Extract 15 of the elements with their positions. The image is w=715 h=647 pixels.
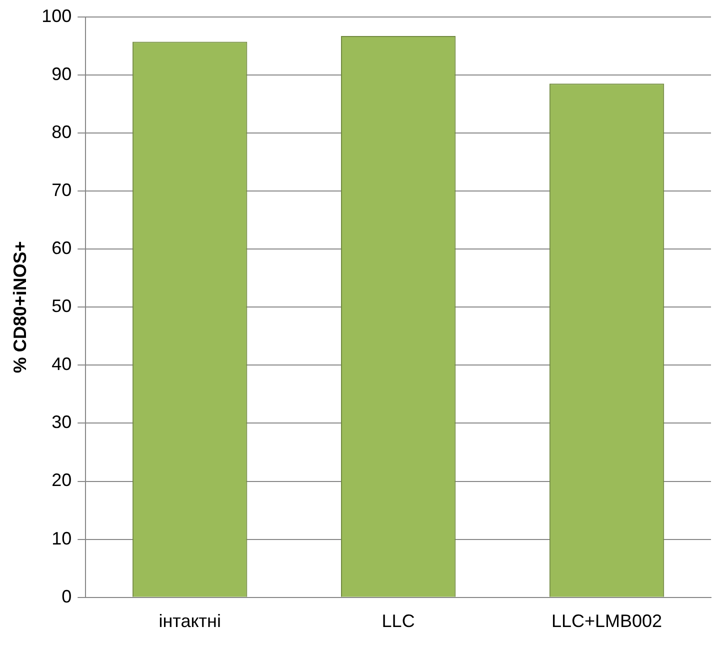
y-tick-label: 20 [52,470,72,490]
y-tick-label: 50 [52,296,72,316]
x-tick-label: LLC+LMB002 [551,611,662,632]
x-tick-label: LLC [382,611,415,632]
x-tick-label: інтактні [158,611,221,632]
y-axis-title: % CD80+iNOS+ [10,241,30,374]
y-tick-label: 100 [42,6,72,26]
y-tick-label: 70 [52,180,72,200]
y-tick-label: 0 [62,586,72,606]
y-tick-label: 80 [52,122,72,142]
y-tick-label: 60 [52,238,72,258]
y-tick-label: 40 [52,354,72,374]
y-tick-label: 30 [52,412,72,432]
y-tick-label: 90 [52,64,72,84]
y-tick-label: 10 [52,528,72,548]
